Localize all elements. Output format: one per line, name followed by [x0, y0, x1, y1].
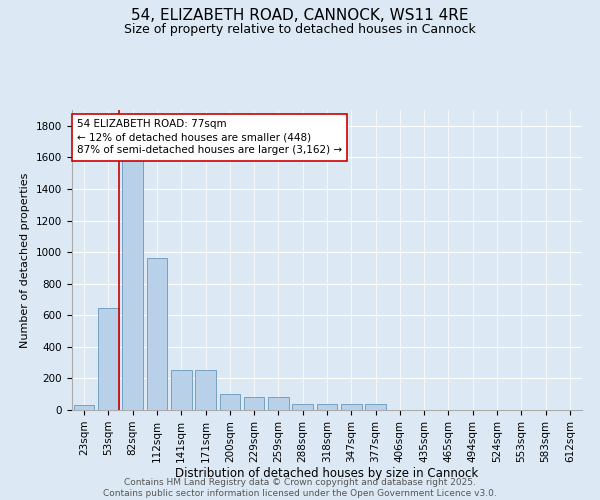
- Bar: [98, 308, 119, 410]
- Bar: [195, 370, 216, 410]
- Bar: [74, 406, 94, 410]
- Bar: [220, 394, 240, 410]
- Bar: [122, 151, 143, 410]
- Bar: [244, 396, 265, 410]
- Text: Contains HM Land Registry data © Crown copyright and database right 2025.
Contai: Contains HM Land Registry data © Crown c…: [103, 478, 497, 498]
- Text: 54 ELIZABETH ROAD: 77sqm
← 12% of detached houses are smaller (448)
87% of semi-: 54 ELIZABETH ROAD: 77sqm ← 12% of detach…: [77, 119, 342, 156]
- Text: 54, ELIZABETH ROAD, CANNOCK, WS11 4RE: 54, ELIZABETH ROAD, CANNOCK, WS11 4RE: [131, 8, 469, 22]
- Bar: [268, 396, 289, 410]
- Bar: [146, 258, 167, 410]
- Y-axis label: Number of detached properties: Number of detached properties: [20, 172, 31, 348]
- X-axis label: Distribution of detached houses by size in Cannock: Distribution of detached houses by size …: [175, 468, 479, 480]
- Bar: [317, 404, 337, 410]
- Bar: [292, 404, 313, 410]
- Bar: [365, 404, 386, 410]
- Bar: [171, 370, 191, 410]
- Bar: [341, 404, 362, 410]
- Text: Size of property relative to detached houses in Cannock: Size of property relative to detached ho…: [124, 22, 476, 36]
